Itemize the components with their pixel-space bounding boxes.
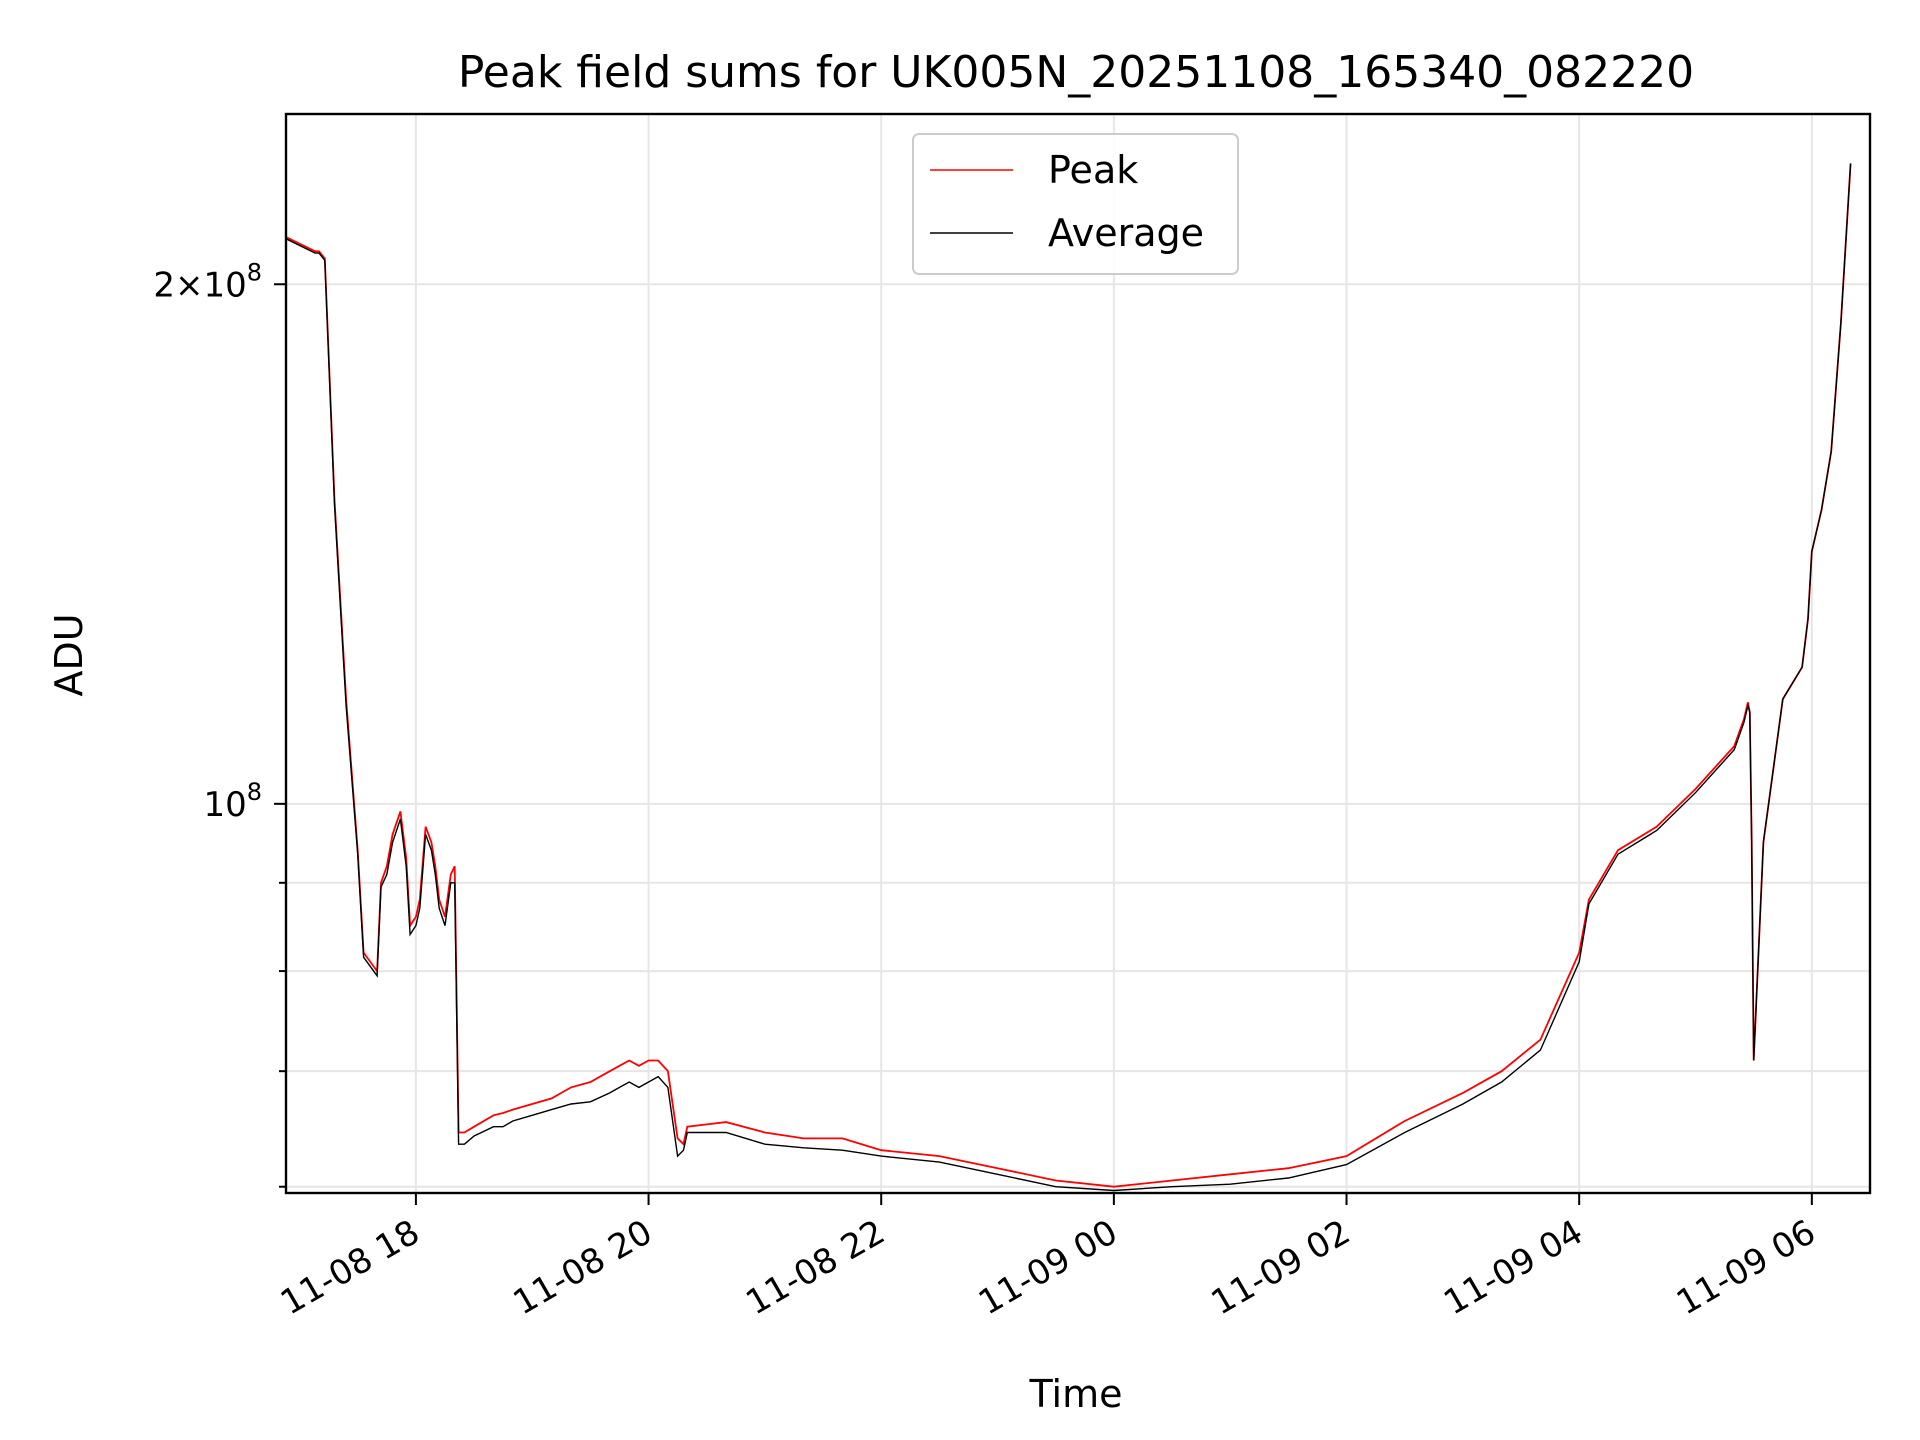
series-lines: [286, 163, 1852, 1192]
y-tick-exponent: 8: [247, 778, 262, 806]
legend-label-peak: Peak: [1048, 148, 1138, 192]
x-axis-label: Time: [1029, 1372, 1123, 1416]
y-tick-base: 10: [203, 785, 246, 825]
y-tick-label: 2×108: [153, 258, 262, 305]
legend-label-average: Average: [1048, 211, 1204, 255]
legend-box: [912, 133, 1239, 275]
y-tick-exponent: 8: [247, 258, 262, 286]
y-tick-label: 108: [203, 778, 262, 825]
plot-frame: [284, 112, 1872, 1195]
y-tick-mantissa: 2: [153, 265, 175, 305]
y-tick-base: 10: [203, 265, 246, 305]
legend: Peak Average: [912, 133, 1239, 275]
series-line-average: [286, 163, 1852, 1192]
grid-lines: [286, 114, 1870, 1193]
chart-title: Peak field sums for UK005N_20251108_1653…: [458, 47, 1694, 98]
y-axis-label: ADU: [47, 613, 91, 696]
y-tick-times: ×: [175, 265, 204, 305]
